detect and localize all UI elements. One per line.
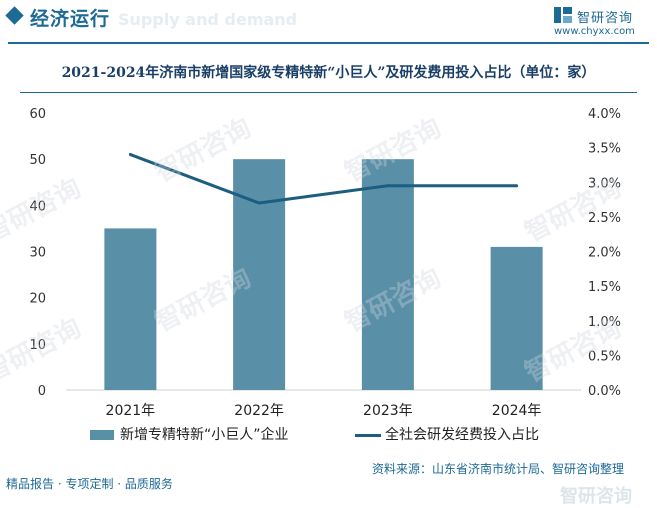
bar [233, 159, 286, 390]
logo-url[interactable]: www.chyxx.com [554, 26, 635, 37]
chart: 0 10 20 30 40 50 60 0.0% 0.5% 1.0% 1.5% 2.0% 2.5% 3.0… [29, 107, 621, 419]
y-left-tick-label: 60 [29, 107, 46, 122]
line-point [386, 184, 390, 188]
legend-swatch-bar [90, 430, 114, 440]
y-left-tick-label: 30 [29, 246, 46, 261]
legend-label-bar: 新增专精特新“小巨人”企业 [120, 427, 289, 443]
line-point [515, 184, 519, 188]
y-left-tick-label: 10 [29, 338, 46, 353]
y-left-tick-label: 0 [38, 384, 46, 399]
bar [490, 246, 543, 390]
y-right-tick-label: 0.0% [588, 384, 621, 399]
y-right-tick-label: 0.5% [588, 349, 621, 364]
footer-watermark: 智研咨询 [560, 486, 632, 507]
header-divider [8, 42, 649, 44]
chart-title: 2021-2024年济南市新增国家级专精特新“小巨人”及研发费用投入占比（单位：… [61, 65, 596, 81]
source-note: 资料来源：山东省济南市统计局、智研咨询整理 [372, 462, 625, 476]
y-right-tick-label: 3.0% [588, 176, 621, 191]
header-watermark-text: Supply and demand [118, 10, 298, 29]
bar [361, 159, 414, 390]
footer-tagline: 精品报告 · 专项定制 · 品质服务 [6, 477, 173, 491]
x-tick-label: 2021年 [106, 403, 156, 419]
line-point [257, 201, 261, 205]
x-tick-label: 2023年 [363, 403, 413, 419]
x-tick-label: 2022年 [234, 403, 284, 419]
section-title: 经济运行 [30, 8, 111, 30]
y-right-tick-label: 2.5% [588, 211, 621, 226]
y-right-tick-label: 4.0% [588, 107, 621, 122]
y-right-tick-label: 2.0% [588, 246, 621, 261]
bar [104, 228, 157, 390]
legend: 新增专精特新“小巨人”企业 全社会研发经费投入占比 [0, 424, 657, 450]
series-line [129, 153, 517, 205]
legend-label-line: 全社会研发经费投入占比 [385, 427, 539, 443]
y-right-tick-label: 1.5% [588, 280, 621, 295]
line-point [128, 153, 132, 157]
x-tick-label: 2024年 [492, 403, 542, 419]
y-right-tick-label: 3.5% [588, 142, 621, 157]
logo-name: 智研咨询 [577, 11, 634, 26]
title-divider [20, 92, 637, 93]
header: 经济运行 Supply and demand 智研咨询 www.chyxx.co… [0, 0, 657, 40]
y-left-tick-label: 20 [29, 292, 46, 307]
logo-icon [554, 7, 572, 23]
y-left-tick-label: 40 [29, 199, 46, 214]
legend-swatch-line [355, 434, 381, 437]
y-right-tick-label: 1.0% [588, 315, 621, 330]
y-left-tick-label: 50 [29, 153, 46, 168]
